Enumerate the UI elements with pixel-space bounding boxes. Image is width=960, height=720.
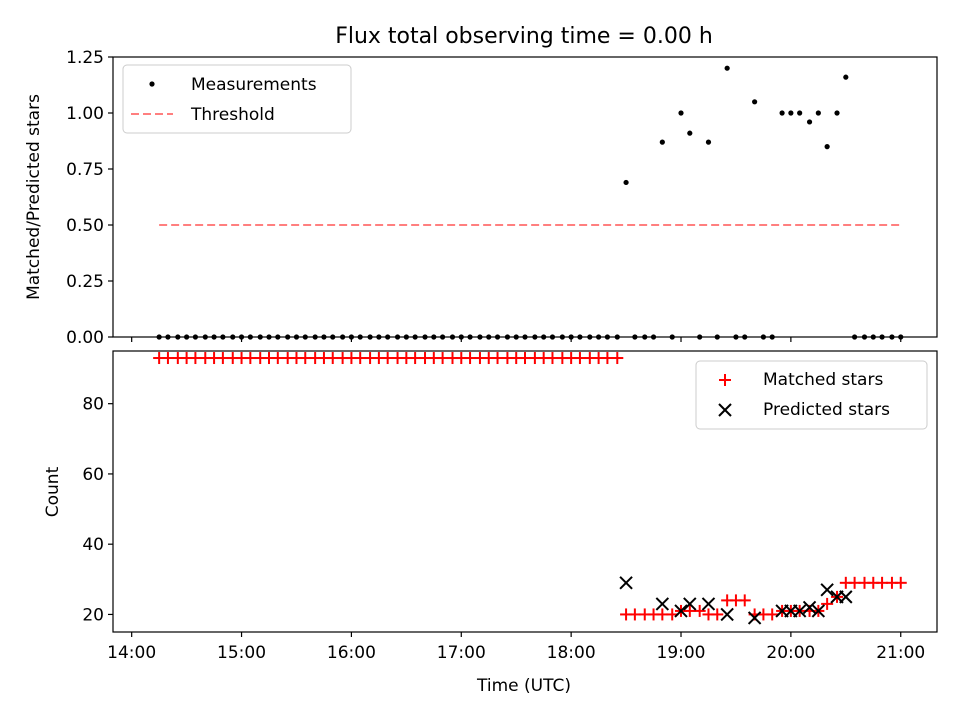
x-tick-label: 14:00 [107, 643, 156, 663]
predicted-star-point [811, 604, 826, 618]
legend-measurements-label: Measurements [191, 75, 317, 95]
measurement-point [788, 110, 794, 116]
predicted-star-point [792, 604, 807, 618]
predicted-star-point [683, 597, 697, 611]
matched-star-point [821, 597, 834, 610]
y-tick-label: 60 [82, 465, 104, 485]
y-tick-label: 0.50 [66, 216, 104, 236]
predicted-star-point [747, 611, 762, 625]
matched-star-point [738, 594, 751, 607]
top-legend: Measurements Threshold [122, 64, 352, 134]
bottom-legend: Matched stars Predicted stars [695, 360, 928, 430]
y-tick-label: 1.00 [66, 104, 104, 124]
legend-matched-marker [719, 374, 731, 386]
measurement-point [843, 74, 849, 80]
legend-predicted-label: Predicted stars [763, 400, 890, 420]
y-tick-label: 80 [82, 395, 104, 415]
y-tick-label: 40 [82, 535, 104, 555]
x-tick-label: 15:00 [217, 643, 266, 663]
x-tick-label: 17:00 [437, 643, 486, 663]
x-tick-label: 20:00 [766, 643, 815, 663]
top-legend-box [122, 64, 352, 134]
chart-title: Flux total observing time = 0.00 h [335, 24, 713, 49]
measurement-point [687, 130, 693, 136]
measurement-point [824, 144, 830, 150]
predicted-star-point [619, 576, 633, 590]
y-tick-label: 20 [82, 605, 104, 625]
top-y-ticks: 0.00 0.25 0.50 0.75 1.00 1.25 [66, 48, 113, 348]
predicted-star-point [839, 590, 853, 604]
x-axis-label: Time (UTC) [476, 676, 571, 696]
measurement-point [705, 139, 712, 145]
predicted-star-point [820, 583, 834, 597]
predicted-star-point [655, 597, 670, 611]
predicted-star-point [674, 604, 688, 618]
legend-matched-label: Matched stars [763, 370, 883, 390]
measurement-point [815, 110, 821, 116]
measurement-point [724, 65, 730, 71]
bottom-panel: 20 40 60 80 14:00 15:00 16:00 17:00 18:00 19:00 2… [43, 350, 938, 696]
measurement-point [834, 110, 840, 116]
measurement-point [752, 99, 758, 105]
measurement-point [659, 139, 665, 145]
bottom-y-ticks: 20 40 60 80 [82, 395, 113, 625]
measurement-point [779, 110, 785, 116]
top-axes-frame [112, 56, 938, 338]
matched-star-point [711, 608, 724, 621]
bottom-legend-box [695, 360, 928, 430]
y-tick-label: 0.00 [66, 328, 104, 348]
x-tick-label: 19:00 [657, 643, 706, 663]
matched-star-point [693, 604, 706, 617]
top-y-axis-label: Matched/Predicted stars [24, 94, 44, 300]
legend-measurements-marker [149, 81, 155, 87]
bottom-data-marks [153, 352, 907, 625]
y-tick-label: 1.25 [66, 48, 104, 68]
measurement-point [797, 110, 803, 116]
y-tick-label: 0.75 [66, 160, 104, 180]
measurement-point [678, 110, 684, 116]
measurement-point [623, 179, 629, 186]
top-panel: 0.00 0.25 0.50 0.75 1.00 1.25 Matched/Predict… [24, 48, 938, 348]
legend-predicted-marker [718, 403, 732, 417]
top-data-marks [156, 65, 904, 340]
x-tick-label: 18:00 [547, 643, 596, 663]
predicted-star-point [720, 607, 734, 622]
bottom-axes-frame [112, 350, 938, 633]
x-tick-label: 16:00 [327, 643, 376, 663]
matched-star-point [611, 352, 624, 365]
bottom-y-axis-label: Count [43, 466, 63, 517]
matched-star-point [766, 608, 779, 621]
measurement-point [806, 119, 813, 125]
predicted-star-point [701, 597, 716, 611]
y-tick-label: 0.25 [66, 272, 104, 292]
x-tick-label: 21:00 [876, 643, 925, 663]
matched-star-point [894, 576, 907, 589]
bottom-x-ticks: 14:00 15:00 16:00 17:00 18:00 19:00 20:00 21:00 [107, 632, 925, 663]
legend-threshold-label: Threshold [190, 105, 275, 125]
predicted-star-point [802, 600, 817, 615]
